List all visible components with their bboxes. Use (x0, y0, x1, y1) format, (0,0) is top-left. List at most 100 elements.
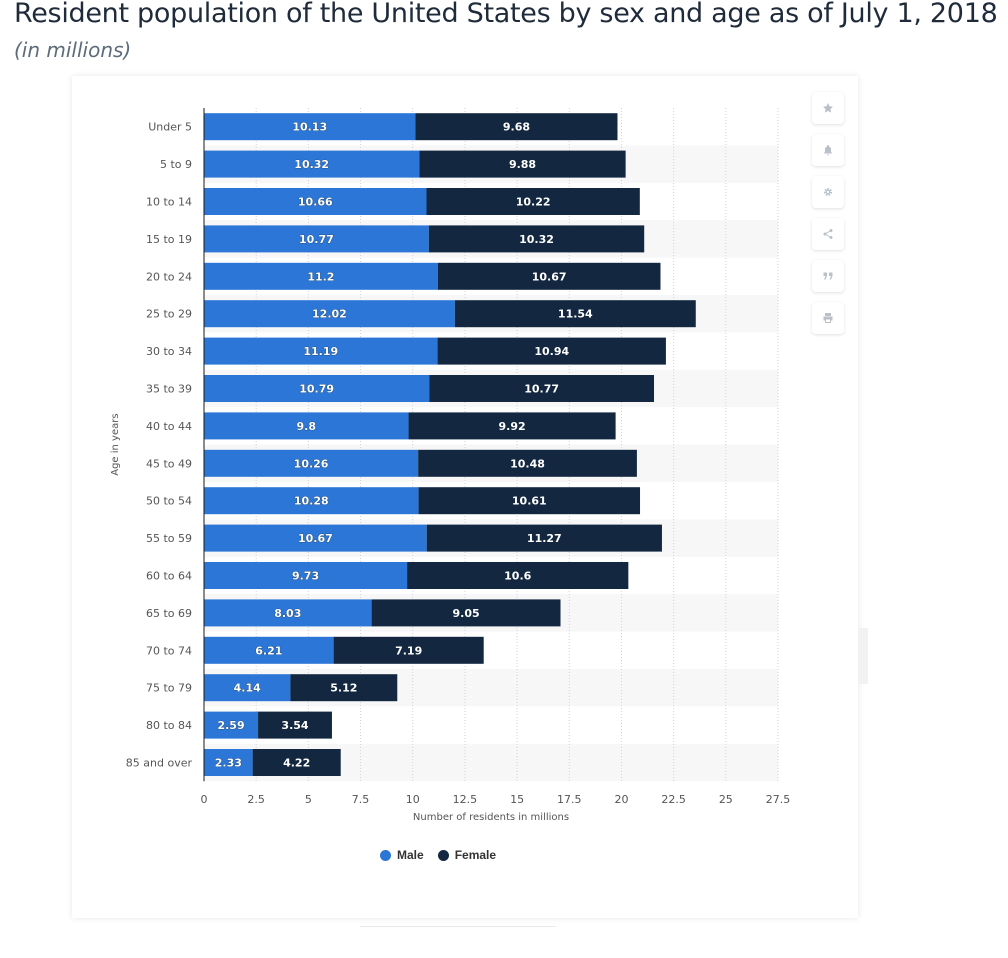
bar-male[interactable] (204, 113, 416, 141)
bell-icon (824, 145, 832, 156)
bar-male[interactable] (204, 337, 438, 365)
data-label-male: 10.77 (299, 233, 334, 246)
data-label-female: 10.22 (516, 196, 551, 209)
share-button[interactable] (812, 218, 844, 250)
legend-item-female[interactable]: Female (437, 848, 497, 862)
x-tick-label: 10 (406, 793, 420, 806)
x-tick-label: 2.5 (247, 793, 265, 806)
bar-female[interactable] (258, 711, 332, 739)
bar-female[interactable] (333, 636, 484, 664)
page-subtitle: (in millions) (14, 38, 132, 62)
bar-male[interactable] (204, 711, 259, 739)
category-label: 25 to 29 (146, 308, 192, 321)
bar-male[interactable] (204, 749, 253, 776)
bar-male[interactable] (204, 636, 334, 664)
bar-male[interactable] (204, 412, 409, 440)
data-label-female: 7.19 (395, 644, 422, 657)
x-tick-label: 20 (614, 793, 628, 806)
bar-female[interactable] (408, 412, 616, 440)
bar-female[interactable] (415, 113, 618, 141)
bar-female[interactable] (437, 262, 661, 290)
settings-button[interactable] (812, 176, 844, 208)
x-tick-label: 5 (305, 793, 312, 806)
data-label-female: 9.68 (503, 121, 530, 134)
print-button[interactable] (812, 302, 844, 334)
bar-female[interactable] (437, 337, 666, 365)
bar-female[interactable] (428, 225, 645, 253)
x-tick-label: 15 (510, 793, 524, 806)
legend-label-male: Male (397, 848, 424, 862)
gear-icon (824, 188, 832, 196)
bar-female[interactable] (418, 449, 637, 477)
share-icon (823, 229, 833, 239)
bar-female[interactable] (407, 562, 629, 589)
data-label-male: 10.28 (294, 495, 329, 508)
data-label-male: 10.26 (294, 457, 329, 470)
bar-female[interactable] (429, 375, 655, 402)
bar-female[interactable] (252, 749, 341, 776)
data-label-female: 3.54 (281, 719, 308, 732)
bar-female[interactable] (419, 150, 626, 178)
data-label-female: 10.6 (504, 570, 531, 583)
bar-female[interactable] (290, 674, 398, 702)
card-edge-shadow (858, 628, 868, 684)
bar-male[interactable] (204, 150, 420, 178)
notification-button[interactable] (812, 134, 844, 166)
data-label-male: 11.2 (307, 270, 334, 283)
category-label: 20 to 24 (146, 270, 192, 283)
category-label: 80 to 84 (146, 719, 192, 732)
category-label: Under 5 (148, 121, 192, 134)
bar-male[interactable] (204, 524, 427, 552)
bar-male[interactable] (204, 599, 372, 627)
category-label: 35 to 39 (146, 383, 192, 396)
quote-icon (823, 272, 833, 280)
data-label-female: 5.12 (330, 682, 357, 695)
x-tick-label: 12.5 (453, 793, 478, 806)
legend-marker-male (380, 849, 391, 861)
bar-male[interactable] (204, 449, 419, 477)
favorite-button[interactable] (812, 92, 844, 124)
bar-male[interactable] (204, 674, 291, 702)
category-label: 75 to 79 (146, 682, 192, 695)
data-label-female: 10.48 (510, 457, 545, 470)
data-label-female: 11.54 (558, 308, 593, 321)
bar-male[interactable] (204, 562, 408, 589)
data-label-male: 4.14 (234, 682, 261, 695)
data-label-male: 2.33 (215, 757, 242, 770)
category-label: 10 to 14 (146, 196, 192, 209)
bar-male[interactable] (204, 375, 430, 402)
bar-female[interactable] (454, 300, 696, 328)
data-label-male: 10.13 (292, 121, 327, 134)
bar-female[interactable] (418, 487, 641, 515)
bar-male[interactable] (204, 188, 427, 215)
x-tick-label: 27.5 (766, 793, 791, 806)
print-icon (823, 313, 833, 323)
x-tick-label: 25 (719, 793, 733, 806)
category-label: 5 to 9 (160, 158, 192, 171)
bar-female[interactable] (426, 524, 662, 552)
data-label-male: 11.19 (303, 345, 338, 358)
divider (360, 926, 556, 927)
category-label: 45 to 49 (146, 457, 192, 470)
category-label: 30 to 34 (146, 345, 192, 358)
x-axis-title: Number of residents in millions (413, 812, 569, 823)
chart-legend: Male Female (380, 848, 496, 862)
page-title: Resident population of the United States… (14, 0, 998, 29)
data-label-female: 10.32 (519, 233, 554, 246)
bar-male[interactable] (204, 487, 419, 515)
bar-male[interactable] (204, 300, 455, 328)
bar-female[interactable] (371, 599, 561, 627)
legend-item-male[interactable]: Male (380, 848, 424, 862)
bar-female[interactable] (426, 188, 640, 215)
cite-button[interactable] (812, 260, 844, 292)
x-tick-label: 22.5 (661, 793, 686, 806)
data-label-female: 10.94 (534, 345, 569, 358)
legend-marker-female (437, 849, 449, 861)
bar-male[interactable] (204, 262, 438, 290)
data-label-female: 9.92 (499, 420, 526, 433)
legend-label-female: Female (454, 848, 497, 862)
category-label: 40 to 44 (146, 420, 192, 433)
data-label-female: 9.05 (452, 607, 479, 620)
bar-male[interactable] (204, 225, 429, 253)
